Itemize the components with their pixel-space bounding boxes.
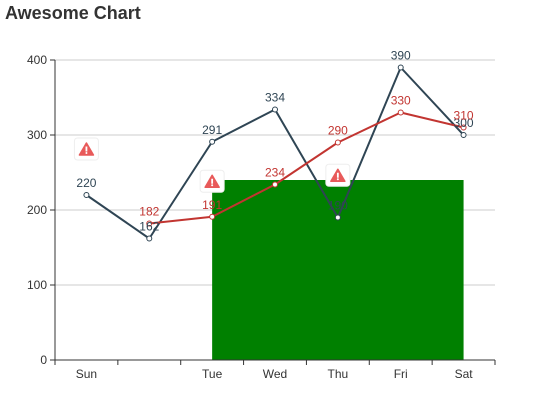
y-tick-label: 300 <box>27 128 47 142</box>
warning-dot <box>85 152 88 154</box>
data-labels: 220 162 291 334 190 390 300 182 191 234 290 330 310 <box>76 49 473 234</box>
y-tick-label: 200 <box>27 203 47 217</box>
data-point <box>146 235 153 242</box>
data-label: 310 <box>454 109 474 123</box>
y-tick-label: 0 <box>40 353 47 367</box>
data-point <box>272 106 278 113</box>
data-label: 290 <box>328 124 348 138</box>
area-fill-layer <box>212 180 464 360</box>
warning-bar <box>85 146 88 152</box>
warning-triangle-icon <box>325 163 351 187</box>
x-tick-label: Tue <box>202 367 223 381</box>
axes: 0 100 200 300 400 Sun Tue Wed Thu Fri Sat <box>27 53 496 381</box>
x-tick-label: Sun <box>76 367 97 381</box>
data-point <box>272 181 278 188</box>
data-label: 162 <box>139 220 159 234</box>
x-tick-label: Wed <box>263 367 287 381</box>
data-point <box>460 132 467 138</box>
warning-triangle-icon <box>199 169 225 193</box>
y-tick-label: 100 <box>27 278 47 292</box>
warning-bar <box>211 178 214 184</box>
warning-bar <box>336 172 339 178</box>
data-label: 300 <box>454 116 474 130</box>
warning-dot <box>336 178 339 181</box>
data-point <box>209 213 216 220</box>
warning-dot <box>211 184 214 187</box>
data-label: 291 <box>202 123 222 137</box>
data-label: 390 <box>391 49 411 63</box>
y-tick-label: 400 <box>27 53 47 67</box>
series-layer <box>83 64 467 242</box>
data-point <box>397 64 404 71</box>
chart-title: Awesome Chart <box>5 3 141 23</box>
data-label: 330 <box>391 94 411 108</box>
data-label: 234 <box>265 166 285 180</box>
data-label: 191 <box>202 198 222 212</box>
x-tick-label: Thu <box>328 367 349 381</box>
data-point <box>209 138 216 145</box>
data-point <box>334 214 341 221</box>
warning-triangle-icon <box>73 137 99 161</box>
data-label: 334 <box>265 91 285 105</box>
data-point <box>146 220 153 227</box>
data-label: 220 <box>76 176 96 190</box>
x-tick-label: Sat <box>455 367 474 381</box>
data-point <box>83 192 90 198</box>
area-fill <box>212 180 464 360</box>
data-point <box>334 139 341 146</box>
series-line <box>149 111 464 225</box>
x-tick-label: Fri <box>394 367 408 381</box>
data-point <box>397 109 404 116</box>
data-label: 190 <box>328 199 348 213</box>
warning-markers <box>73 137 351 193</box>
data-label: 182 <box>139 205 159 219</box>
data-point <box>460 124 467 131</box>
